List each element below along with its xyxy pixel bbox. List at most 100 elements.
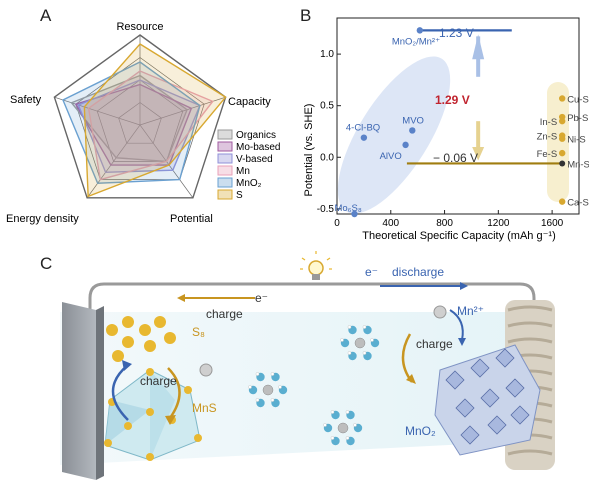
scatter-axes: 0 400 800 1200 1600 -0.5 0.0 0.5 1.0: [317, 17, 580, 229]
x-tick-label: 800: [436, 218, 453, 229]
point-label: Zn-S: [537, 132, 558, 143]
external-circuit: [88, 282, 536, 312]
radar-series: [87, 70, 214, 181]
s8-molecule: [106, 316, 176, 362]
mno2-crystal: [434, 344, 541, 456]
panel-b-label: B: [300, 6, 312, 25]
x-tick-label: 400: [382, 218, 399, 229]
octahedron: [460, 425, 480, 445]
data-point: [409, 127, 416, 134]
x-tick-label: 0: [334, 218, 340, 229]
x-tick-label: 1600: [541, 218, 564, 229]
point-label: Mn-S: [567, 159, 589, 170]
data-point: [402, 141, 409, 149]
radar-ring: [53, 34, 227, 199]
point-label: Cu-S: [567, 94, 589, 105]
hydrated-ion-cluster: [323, 410, 363, 446]
legend-swatch: [217, 189, 233, 200]
radar-axis-resource: Resource: [116, 21, 163, 33]
annotation-129v: 1.29 V: [435, 93, 470, 107]
y-tick-label: 0.0: [320, 152, 334, 163]
radar-axis-capacity: Capacity: [228, 96, 271, 108]
octahedron: [445, 370, 465, 390]
point-label: Mo₆S₈: [334, 203, 361, 214]
point-label: AlVO: [380, 151, 402, 162]
radar-chart: Resource Capacity Potential Energy densi…: [6, 21, 280, 225]
y-tick-label: 0.5: [320, 101, 334, 112]
radar-spoke: [54, 96, 141, 126]
point-label: Ni-S: [567, 135, 585, 146]
potential-capacity-chart: 0 400 800 1200 1600 -0.5 0.0 0.5 1.0 MnO₂/Mn²⁺ 4-…: [303, 17, 589, 242]
radar-series: [74, 83, 193, 166]
mns-crystal: [104, 368, 202, 461]
y-axis-label: Potential (vs. SHE): [303, 104, 315, 197]
x-tick-label: 1200: [487, 218, 510, 229]
sulfur-region: [547, 82, 569, 202]
panel-c-label: C: [40, 254, 53, 273]
mns-label: MnS: [192, 401, 217, 415]
octahedron: [495, 348, 515, 368]
data-point: [558, 198, 566, 205]
octahedron: [480, 388, 500, 408]
s8-label: S₈: [192, 325, 205, 339]
hydrated-ions: [248, 325, 380, 446]
radar-series: [83, 43, 227, 198]
data-point: [351, 210, 358, 218]
radar-ring: [96, 79, 184, 162]
annotation-123v: 1.23 V: [439, 26, 474, 40]
mno2-label: MnO₂: [405, 424, 436, 438]
octahedron: [470, 358, 490, 378]
data-point: [558, 117, 566, 125]
cathode-region: [337, 56, 451, 214]
legend-entry: Mo-based: [236, 142, 280, 153]
hydrated-ion-cluster: [248, 372, 288, 408]
current-collector: [62, 302, 96, 480]
charge-label-right: charge: [416, 337, 453, 351]
data-point: [416, 27, 424, 34]
octahedron: [487, 415, 507, 435]
y-tick-label: 1.0: [320, 49, 334, 60]
octahedron: [510, 405, 530, 425]
charge-arrow-left: [111, 364, 129, 421]
point-label: MnO₂/Mn²⁺: [392, 36, 440, 47]
radar-spoke: [86, 124, 141, 199]
point-label: MVO: [402, 115, 424, 126]
electron-discharge-label: e⁻: [365, 265, 378, 279]
legend-entry: S: [236, 190, 243, 201]
panel-a-label: A: [40, 6, 52, 25]
scatter-points: MnO₂/Mn²⁺ 4-Cl-BQ MVO AlVO Mo₆S₈ Cu-S Pb-S In-S…: [334, 27, 589, 218]
point-label: Fe-S: [537, 149, 558, 160]
point-label: 4-Cl-BQ: [346, 123, 380, 134]
hydrated-ion-cluster: [340, 325, 380, 361]
legend-swatch: [217, 177, 233, 188]
annotation-006v: − 0.06 V: [433, 151, 478, 165]
point-label: In-S: [540, 117, 557, 128]
point-label: Ca-S: [567, 198, 589, 209]
radar-spoke: [139, 96, 226, 126]
plot-frame: [336, 17, 580, 215]
legend-entry: Organics: [236, 130, 276, 141]
radar-series: [77, 79, 201, 174]
y-tick-label: -0.5: [317, 204, 335, 215]
data-point: [558, 149, 566, 157]
octahedron: [455, 398, 475, 418]
discharge-label: discharge: [392, 265, 444, 279]
radar-axis-energy-density: Energy density: [6, 213, 79, 225]
legend-entry: Mn: [236, 166, 250, 177]
radar-axis-potential: Potential: [170, 213, 213, 225]
charge-label-left: charge: [140, 374, 177, 388]
data-point: [558, 135, 566, 142]
legend-swatch: [217, 165, 233, 176]
x-axis-label: Theoretical Specific Capacity (mAh g⁻¹): [362, 230, 555, 242]
radar-ring: [118, 102, 162, 144]
data-point: [360, 134, 368, 141]
radar-polygons: [62, 43, 227, 198]
legend-swatch: [217, 129, 233, 140]
light-bulb-icon: [300, 251, 332, 280]
legend-entry: MnO₂: [236, 178, 262, 189]
radar-axis-safety: Safety: [10, 94, 42, 106]
battery-schematic: S₈ charge MnS e⁻ discharge charge e⁻ Mn²…: [60, 251, 555, 480]
legend-entry: V-based: [236, 154, 273, 165]
electron-charge-label: e⁻: [255, 291, 268, 305]
legend-swatch: [217, 141, 233, 152]
